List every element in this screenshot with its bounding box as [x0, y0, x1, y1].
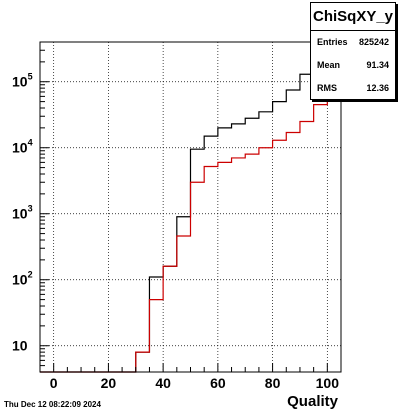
stats-label: Mean — [317, 60, 341, 70]
x-tick-label: 80 — [265, 375, 281, 391]
x-tick-label: 60 — [210, 375, 226, 391]
x-tick-label: 0 — [50, 375, 58, 391]
y-tick-label: 105 — [12, 72, 33, 90]
stats-value: 12.36 — [366, 83, 389, 93]
stats-value: 91.34 — [366, 60, 389, 70]
histogram-series — [40, 61, 341, 373]
y-tick-label: 104 — [12, 138, 33, 156]
y-tick-labels: 10 102 103 104 105 — [12, 72, 33, 354]
stats-row-rms: RMS 12.36 — [311, 77, 395, 100]
x-tick-label: 20 — [101, 375, 117, 391]
x-tick-labels: 0 20 40 60 80 100 — [50, 375, 339, 391]
y-tick-label: 103 — [12, 204, 33, 222]
x-tick-label: 40 — [155, 375, 171, 391]
stats-row-entries: Entries 825242 — [311, 31, 395, 54]
x-tick-label: 100 — [316, 375, 340, 391]
stats-title: ChiSqXY_y — [311, 3, 395, 31]
stats-label: RMS — [317, 83, 337, 93]
stats-value: 825242 — [358, 37, 389, 47]
y-tick-label: 10 — [12, 338, 28, 354]
datestamp: Thu Dec 12 08:22:09 2024 — [4, 400, 101, 409]
histogram-line — [40, 95, 341, 373]
axis-ticks — [40, 41, 328, 373]
stats-box: ChiSqXY_y Entries 825242 Mean 91.34 RMS … — [310, 2, 396, 100]
stats-label: Entries — [317, 37, 348, 47]
y-tick-label: 102 — [12, 270, 33, 288]
x-axis-label: Quality — [287, 393, 339, 410]
stats-row-mean: Mean 91.34 — [311, 54, 395, 77]
grid-lines — [40, 42, 341, 372]
